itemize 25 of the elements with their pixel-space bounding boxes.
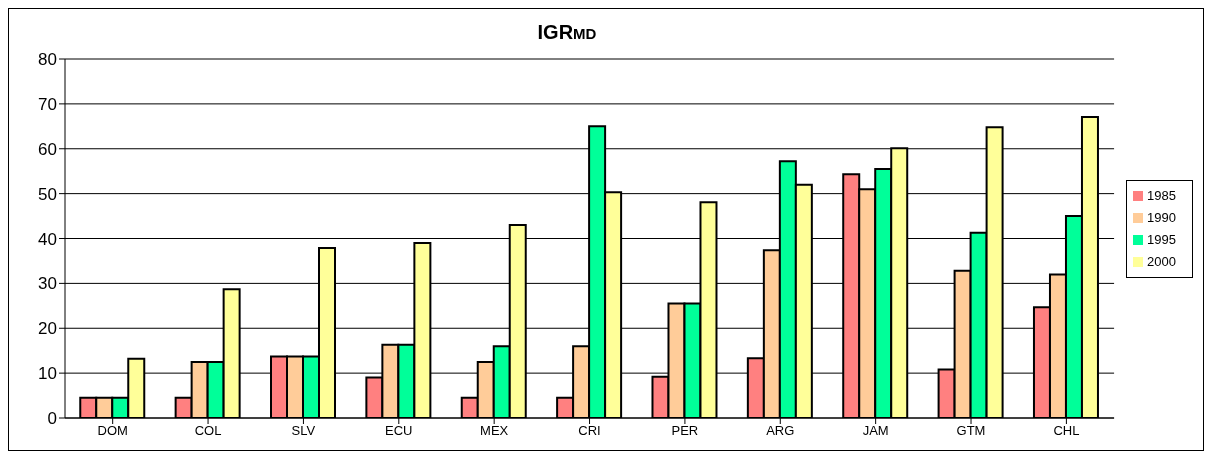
y-tick-label: 70 (38, 94, 57, 114)
y-tick-label: 40 (38, 229, 57, 249)
x-tick-label: GTM (956, 423, 986, 439)
y-tick-label: 30 (38, 274, 57, 294)
chart-title: IGRMD (537, 21, 597, 43)
x-tick-label: PER (671, 423, 699, 439)
y-tick-label: 20 (38, 319, 57, 339)
x-tick-label: MEX (480, 423, 509, 439)
x-tick-label: DOM (97, 423, 128, 439)
x-tick-label: CHL (1053, 423, 1080, 439)
x-tick-label: ECU (385, 423, 413, 439)
x-tick-label: CRI (578, 423, 601, 439)
legend-label: 1990 (1147, 209, 1176, 225)
y-tick-label: 0 (47, 409, 57, 429)
legend-label: 2000 (1147, 253, 1176, 269)
y-tick-label: 80 (38, 50, 57, 70)
x-tick-label: COL (194, 423, 222, 439)
x-tick-label: SLV (291, 423, 316, 439)
legend-label: 1995 (1147, 231, 1176, 247)
x-tick-label: JAM (862, 423, 889, 439)
y-tick-label: 10 (38, 364, 57, 384)
x-tick-label: ARG (766, 423, 795, 439)
y-tick-label: 50 (38, 184, 57, 204)
legend-label: 1985 (1147, 187, 1176, 203)
y-tick-label: 60 (38, 139, 57, 159)
